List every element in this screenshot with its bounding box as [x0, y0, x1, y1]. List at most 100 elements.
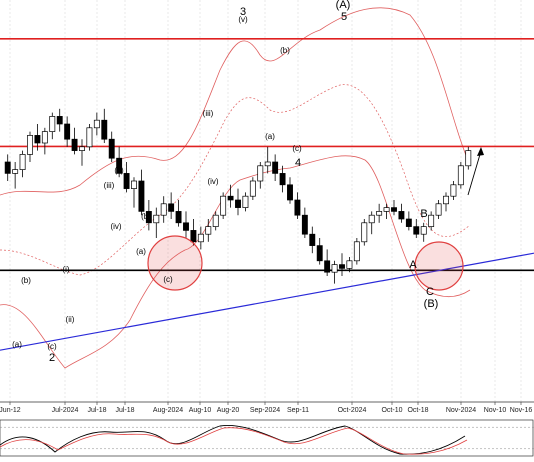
- trendline: [0, 252, 534, 351]
- candle-body-49: [368, 214, 375, 224]
- wave-label-9: (a): [136, 247, 146, 256]
- candle-body-48: [361, 222, 368, 243]
- wave-label-5: (ii): [66, 315, 75, 324]
- candle-body-12: [93, 119, 100, 129]
- candle-body-57: [428, 214, 435, 227]
- wave-label-7: (iv): [110, 222, 121, 231]
- highlight-circles: [147, 235, 464, 291]
- candle-body-24: [183, 222, 189, 231]
- candle-body-46: [346, 260, 353, 269]
- candle-body-33: [249, 180, 256, 197]
- candle-body-22: [168, 203, 175, 212]
- wave-label-16: (b): [280, 46, 290, 55]
- oscillator-panel: [0, 419, 534, 457]
- candle-body-17: [131, 180, 137, 189]
- grid: [9, 0, 522, 402]
- candle-body-10: [79, 146, 85, 151]
- candle-body-25: [190, 230, 197, 243]
- candles: [4, 108, 472, 284]
- candle-body-7: [56, 116, 63, 125]
- candle-body-19: [145, 211, 152, 224]
- x-tick-label-11: Oct-18: [407, 407, 428, 414]
- candle-body-45: [339, 264, 345, 269]
- x-tick-label-9: Oct-2024: [338, 407, 367, 414]
- wave-label-23: B: [420, 208, 427, 220]
- x-tick-label-1: Jul-2024: [52, 407, 79, 414]
- candle-body-52: [391, 207, 397, 212]
- candle-body-37: [279, 173, 286, 186]
- candle-body-35: [264, 161, 271, 167]
- candle-body-32: [242, 195, 249, 208]
- wave-label-20: (A): [336, 0, 351, 11]
- candle-body-20: [153, 214, 160, 224]
- candle-body-47: [353, 241, 360, 262]
- upper-band: [0, 7, 471, 196]
- wave-label-0: 2: [49, 352, 55, 364]
- x-axis: Jun-12 Jul-2024 Jul-18 Jul-18 Aug-2024 Aug-10…: [0, 401, 534, 414]
- stochastic-k-line: [0, 424, 466, 455]
- candle-body-54: [405, 218, 412, 227]
- candle-body-27: [205, 226, 212, 235]
- candle-body-26: [197, 233, 204, 243]
- wave-label-19: 4: [295, 157, 301, 169]
- x-tick-label-5: Aug-10: [189, 407, 212, 414]
- candle-body-30: [227, 195, 234, 201]
- wave-label-24: C: [426, 286, 434, 298]
- x-tick-label-13: Nov-10: [484, 407, 507, 414]
- x-tick-label-14: Nov-16: [510, 407, 533, 414]
- candle-body-14: [108, 138, 115, 159]
- candle-body-43: [324, 260, 331, 273]
- wave-label-25: (B): [424, 298, 439, 310]
- bollinger-bands: [0, 7, 471, 369]
- candle-body-11: [86, 127, 93, 148]
- candle-body-9: [71, 138, 78, 151]
- x-tick-label-3: Jul-18: [115, 407, 134, 414]
- highlight-circle-c: [147, 235, 203, 291]
- candle-body-41: [309, 233, 316, 246]
- candle-body-55: [413, 226, 420, 235]
- candle-body-29: [220, 195, 227, 216]
- candle-body-50: [376, 211, 383, 216]
- wave-label-2: (b): [21, 276, 31, 285]
- trendline-group: [0, 252, 534, 351]
- candle-body-51: [383, 207, 390, 212]
- wave-label-8: (v): [114, 166, 124, 175]
- candle-body-6: [49, 116, 56, 132]
- candle-body-36: [272, 161, 279, 174]
- candle-body-53: [398, 211, 405, 220]
- wave-label-6: (iii): [104, 181, 115, 190]
- wave-label-14: (v): [238, 15, 248, 24]
- horizontal-levels: [0, 38, 534, 272]
- candle-body-15: [116, 157, 123, 174]
- stochastic-d-line: [0, 427, 468, 455]
- candle-body-31: [235, 199, 241, 208]
- candle-body-1: [12, 169, 19, 174]
- candle-body-58: [435, 203, 442, 216]
- wave-label-3: (c): [47, 342, 57, 351]
- candle-body-21: [160, 203, 167, 216]
- wave-label-12: (iii): [203, 109, 214, 118]
- wave-label-13: (iv): [207, 177, 218, 186]
- arrow-group: [467, 147, 484, 196]
- wave-label-1: (a): [12, 340, 22, 349]
- candle-body-38: [287, 184, 293, 201]
- projection-arrow-head: [477, 147, 484, 156]
- candle-body-62: [465, 150, 472, 167]
- candle-body-13: [101, 119, 108, 140]
- candle-body-4: [34, 135, 41, 144]
- wave-label-4: (i): [62, 265, 69, 274]
- x-tick-label-4: Aug-2024: [153, 407, 183, 414]
- wave-label-11: (c): [163, 275, 173, 284]
- x-tick-label-2: Jul-18: [87, 407, 106, 414]
- candle-body-44: [331, 264, 338, 273]
- candle-body-34: [257, 165, 264, 182]
- candle-body-59: [443, 195, 449, 205]
- lower-band: [0, 155, 471, 369]
- candle-body-39: [294, 199, 301, 216]
- wave-label-18: (c): [292, 144, 302, 153]
- x-tick-label-12: Nov-2024: [446, 407, 476, 414]
- candle-body-0: [4, 161, 11, 174]
- candle-body-8: [64, 123, 71, 140]
